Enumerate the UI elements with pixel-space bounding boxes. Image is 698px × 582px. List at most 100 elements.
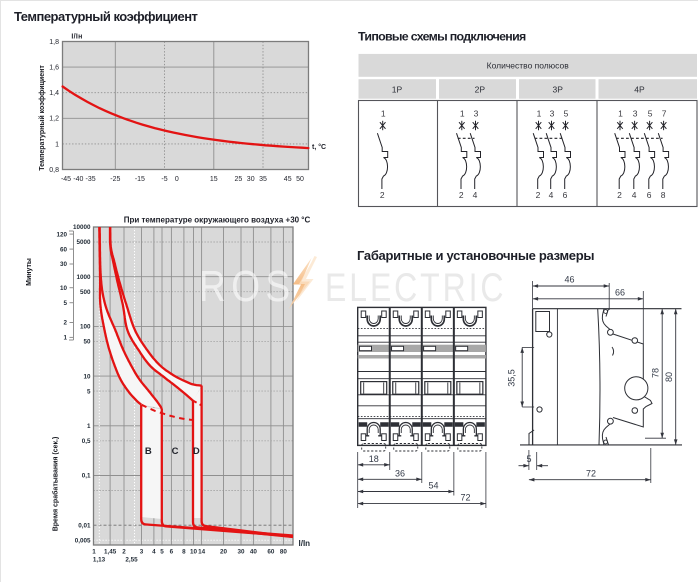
svg-text:120: 120	[56, 231, 67, 238]
svg-text:60: 60	[60, 246, 68, 253]
svg-text:Типовые схемы подключения: Типовые схемы подключения	[358, 30, 526, 44]
svg-text:5: 5	[160, 549, 164, 556]
svg-text:3: 3	[474, 109, 479, 119]
svg-text:30: 30	[247, 176, 255, 183]
svg-text:5000: 5000	[76, 239, 91, 246]
svg-text:72: 72	[586, 468, 596, 478]
svg-text:2: 2	[380, 190, 385, 200]
svg-text:0,1: 0,1	[82, 473, 91, 480]
svg-text:D: D	[193, 446, 200, 457]
svg-text:46: 46	[564, 275, 574, 285]
svg-text:6: 6	[563, 190, 568, 200]
svg-text:30: 30	[237, 549, 245, 556]
svg-text:1,4: 1,4	[49, 90, 59, 97]
svg-text:0,8: 0,8	[49, 167, 59, 174]
svg-text:Температурный коэффициент: Температурный коэффициент	[14, 9, 198, 24]
svg-text:5: 5	[648, 109, 653, 119]
svg-text:3: 3	[140, 549, 144, 556]
svg-text:1,13: 1,13	[93, 557, 106, 564]
svg-text:1: 1	[55, 141, 59, 148]
svg-text:4: 4	[152, 549, 156, 556]
svg-text:0,5: 0,5	[82, 438, 91, 445]
svg-text:5: 5	[87, 388, 91, 395]
svg-text:1,8: 1,8	[49, 39, 59, 46]
svg-text:54: 54	[428, 481, 438, 491]
svg-text:1: 1	[618, 109, 623, 119]
svg-text:50: 50	[296, 176, 304, 183]
svg-text:80: 80	[664, 372, 674, 382]
svg-text:10000: 10000	[73, 224, 91, 231]
svg-text:18: 18	[369, 454, 379, 464]
svg-text:I/Iн: I/Iн	[71, 34, 82, 41]
svg-text:4P: 4P	[634, 84, 645, 94]
svg-text:ROS: ROS	[199, 261, 296, 311]
svg-text:1: 1	[460, 109, 465, 119]
svg-text:-15: -15	[135, 176, 145, 183]
svg-text:-35: -35	[86, 176, 96, 183]
svg-text:3: 3	[633, 109, 638, 119]
svg-text:3: 3	[550, 109, 555, 119]
svg-text:Габаритные и установочные разм: Габаритные и установочные размеры	[357, 248, 594, 263]
svg-text:20: 20	[220, 549, 228, 556]
svg-text:1000: 1000	[76, 274, 91, 281]
svg-text:Температурный коэффициент: Температурный коэффициент	[38, 65, 46, 171]
svg-text:45: 45	[284, 176, 292, 183]
svg-text:40: 40	[250, 549, 258, 556]
svg-text:0,01: 0,01	[78, 522, 91, 529]
svg-text:72: 72	[460, 493, 470, 503]
svg-text:10: 10	[83, 373, 91, 380]
svg-text:100: 100	[80, 324, 91, 331]
svg-text:60: 60	[267, 549, 275, 556]
svg-text:3P: 3P	[552, 84, 563, 94]
svg-text:25: 25	[235, 176, 243, 183]
svg-text:1,45: 1,45	[104, 549, 117, 556]
svg-text:B: B	[145, 446, 152, 457]
svg-text:-25: -25	[110, 176, 120, 183]
svg-text:1: 1	[63, 335, 67, 342]
svg-text:2,55: 2,55	[125, 557, 138, 564]
svg-text:5: 5	[526, 454, 531, 464]
svg-text:2P: 2P	[475, 84, 486, 94]
svg-text:Количество полюсов: Количество полюсов	[487, 61, 570, 71]
svg-text:1: 1	[87, 423, 91, 430]
svg-text:2: 2	[536, 190, 541, 200]
svg-text:4: 4	[473, 190, 478, 200]
svg-text:6: 6	[647, 190, 652, 200]
svg-text:-40: -40	[73, 176, 83, 183]
svg-text:35: 35	[259, 176, 267, 183]
svg-text:t, °C: t, °C	[312, 143, 326, 151]
svg-text:4: 4	[632, 190, 637, 200]
svg-text:1: 1	[537, 109, 542, 119]
svg-text:-45: -45	[61, 176, 71, 183]
svg-text:0: 0	[175, 176, 179, 183]
svg-text:8: 8	[182, 549, 186, 556]
svg-text:78: 78	[651, 368, 661, 378]
svg-text:66: 66	[615, 287, 625, 297]
svg-text:2: 2	[617, 190, 622, 200]
svg-text:50: 50	[83, 339, 91, 346]
svg-text:Минуты: Минуты	[26, 258, 33, 286]
svg-text:10: 10	[190, 549, 198, 556]
svg-text:10: 10	[60, 285, 68, 292]
svg-text:I/In: I/In	[299, 539, 311, 548]
svg-text:4: 4	[549, 190, 554, 200]
svg-text:2: 2	[122, 549, 126, 556]
svg-text:5: 5	[63, 300, 67, 307]
svg-text:80: 80	[280, 549, 288, 556]
svg-text:-5: -5	[161, 176, 167, 183]
svg-text:5: 5	[564, 109, 569, 119]
svg-text:1,6: 1,6	[49, 65, 59, 72]
svg-text:ELECTRIC: ELECTRIC	[325, 265, 506, 310]
svg-text:36: 36	[395, 468, 405, 478]
svg-text:1: 1	[92, 549, 96, 556]
svg-text:500: 500	[80, 289, 91, 296]
svg-text:0,005: 0,005	[75, 537, 91, 544]
svg-text:1: 1	[381, 109, 386, 119]
svg-text:6: 6	[170, 549, 174, 556]
svg-text:8: 8	[661, 190, 666, 200]
svg-text:Время срабатывания (сек.): Время срабатывания (сек.)	[52, 437, 60, 532]
svg-text:14: 14	[198, 549, 206, 556]
svg-text:1P: 1P	[392, 84, 403, 94]
svg-text:2: 2	[459, 190, 464, 200]
svg-text:При температуре окружающего во: При температуре окружающего воздуха +30 …	[124, 216, 311, 225]
